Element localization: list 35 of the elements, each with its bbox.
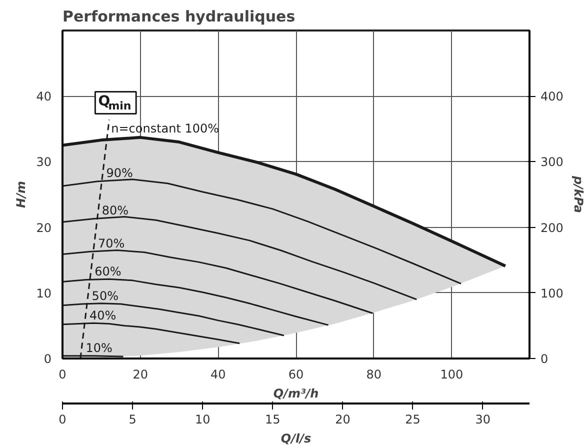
x2-tick-label: 5 — [128, 412, 136, 426]
y-tick-label: 30 — [36, 155, 52, 170]
y2-tick-label: 400 — [540, 90, 564, 104]
y2-tick-label: 100 — [540, 286, 564, 300]
series-label: 80% — [102, 204, 129, 218]
x2-tick-label: 20 — [335, 412, 350, 426]
x-tick-label: 40 — [210, 368, 226, 382]
y-tick-label: 20 — [36, 220, 52, 235]
series-label: 40% — [90, 308, 116, 322]
y2-tick-label: 0 — [540, 352, 548, 366]
series-label: 70% — [98, 236, 125, 250]
x-tick-label: 80 — [366, 368, 382, 382]
series-label: 50% — [92, 288, 118, 303]
x-axis-title: Q/m³/h — [273, 386, 319, 400]
x-tick-label: 0 — [58, 368, 66, 382]
series-label: 90% — [106, 166, 133, 180]
x2-tick-label: 15 — [265, 412, 280, 426]
chart-title: Performances hydrauliques — [62, 8, 296, 26]
x-tick-label: 20 — [132, 368, 148, 382]
y-axis-title: H/m — [14, 181, 28, 208]
y2-tick-label: 300 — [540, 155, 564, 170]
x2-tick-label: 0 — [58, 412, 66, 426]
series-label: 60% — [94, 264, 122, 279]
x2-tick-label: 30 — [475, 412, 490, 426]
y-tick-label: 40 — [36, 90, 52, 104]
y-tick-label: 0 — [44, 352, 52, 366]
series-label: 10% — [86, 340, 112, 355]
x-tick-label: 100 — [440, 368, 464, 382]
y2-tick-label: 200 — [540, 220, 564, 235]
x2-tick-label: 10 — [194, 412, 210, 426]
y2-axis-title: p/kPa — [571, 174, 586, 214]
y-tick-label: 10 — [36, 286, 52, 300]
x2-axis-title: Q/l/s — [280, 432, 312, 446]
x2-tick-label: 25 — [405, 412, 420, 426]
x-tick-label: 60 — [288, 368, 304, 382]
